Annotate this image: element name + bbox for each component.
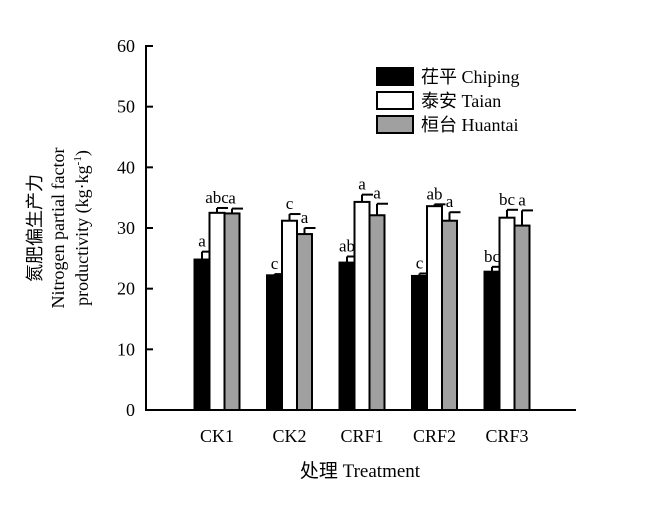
y-tick-label: 30 (117, 218, 135, 238)
y-tick-label: 50 (117, 97, 135, 117)
bar (193, 258, 211, 411)
significance-letter: a (518, 190, 526, 209)
y-axis-title-en-line2: productivity (kg·kg-1) (72, 150, 93, 306)
bar (296, 233, 313, 411)
legend-label: 茌平 Chiping (421, 67, 520, 87)
significance-letter: c (271, 254, 279, 273)
bar (208, 211, 226, 411)
y-axis-title-en-line2-sup: -1 (72, 156, 84, 165)
y-axis-title-en-line2-suffix: ) (72, 150, 93, 156)
significance-letter: ab (426, 184, 442, 203)
bar (266, 274, 283, 411)
x-tick-label: CRF1 (340, 426, 383, 446)
legend: 茌平 Chiping 泰安 Taian 桓台 Huantai (376, 67, 520, 135)
significance-letter: c (416, 254, 424, 273)
legend-swatch (376, 91, 414, 110)
x-tick-label: CK2 (272, 426, 306, 446)
bar (368, 214, 386, 411)
bar (483, 270, 501, 411)
y-tick-label: 20 (117, 279, 135, 299)
significance-letter: a (446, 192, 454, 211)
bar (338, 261, 356, 411)
bar (353, 200, 371, 411)
x-tick-label: CRF3 (485, 426, 528, 446)
significance-letter: c (286, 194, 294, 213)
bar (498, 216, 516, 411)
significance-letter: a (198, 232, 206, 251)
x-tick-label: CRF2 (413, 426, 456, 446)
y-axis-title-en-line1: Nitrogen partial factor (48, 148, 68, 309)
bar (281, 219, 298, 411)
bar (513, 224, 531, 411)
significance-letter: bc (499, 190, 516, 209)
legend-swatch (376, 115, 414, 134)
bar (441, 219, 458, 411)
y-axis-title-en-line2-prefix: productivity (kg·kg (72, 165, 93, 305)
y-tick-label: 10 (117, 339, 135, 359)
bar (411, 274, 428, 411)
significance-letter: a (301, 208, 309, 227)
legend-swatch (376, 67, 414, 86)
legend-label: 泰安 Taian (421, 91, 501, 111)
y-tick-label: 40 (117, 157, 135, 177)
x-axis-title: 处理 Treatment (300, 460, 421, 482)
significance-letter: a (373, 184, 381, 203)
bar (426, 205, 443, 411)
significance-letter: ab (339, 237, 355, 256)
x-tick-label: CK1 (200, 426, 234, 446)
y-tick-label: 0 (126, 400, 135, 420)
significance-letter: a (228, 189, 236, 208)
significance-letter: a (358, 175, 366, 194)
legend-label: 桓台 Huantai (421, 115, 518, 135)
significance-letter: abc (205, 188, 229, 207)
y-axis-title-cn: 氮肥偏生产力 (25, 174, 45, 282)
y-tick-label: 60 (117, 36, 135, 56)
bar (223, 212, 241, 411)
significance-letter: bc (484, 247, 501, 266)
